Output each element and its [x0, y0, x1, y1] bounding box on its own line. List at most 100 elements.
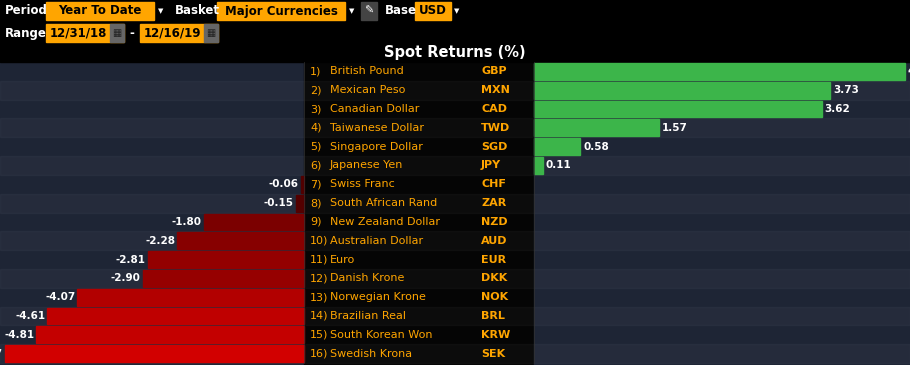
- Text: Swedish Krona: Swedish Krona: [330, 349, 412, 358]
- Text: ▦: ▦: [207, 28, 216, 38]
- Bar: [534, 82, 830, 99]
- Bar: [5, 345, 304, 362]
- Text: -4.61: -4.61: [15, 311, 46, 321]
- Text: 15): 15): [310, 330, 329, 340]
- Text: 11): 11): [310, 254, 329, 265]
- Text: 10): 10): [310, 236, 329, 246]
- Text: Euro: Euro: [330, 254, 355, 265]
- Text: KRW: KRW: [481, 330, 511, 340]
- Text: 1.57: 1.57: [662, 123, 688, 133]
- Bar: [361, 2, 377, 20]
- Text: Mexican Peso: Mexican Peso: [330, 85, 405, 95]
- Text: 7): 7): [310, 179, 321, 189]
- Text: Norwegian Krone: Norwegian Krone: [330, 292, 426, 302]
- Bar: [0, 118, 910, 137]
- Bar: [0, 231, 910, 250]
- Text: -2.81: -2.81: [116, 254, 146, 265]
- Text: GBP: GBP: [481, 66, 507, 76]
- Text: New Zealand Dollar: New Zealand Dollar: [330, 217, 440, 227]
- Bar: [0, 269, 910, 288]
- Bar: [0, 194, 910, 212]
- Text: 0.58: 0.58: [583, 142, 609, 151]
- Bar: [0, 344, 910, 363]
- Text: Year To Date: Year To Date: [58, 4, 142, 18]
- Text: ✎: ✎: [364, 6, 374, 16]
- Bar: [534, 101, 822, 118]
- Bar: [0, 81, 910, 100]
- Bar: [0, 0, 910, 22]
- Text: SGD: SGD: [481, 142, 508, 151]
- Bar: [204, 24, 218, 42]
- Text: 4.67: 4.67: [908, 66, 910, 76]
- Bar: [46, 2, 154, 20]
- Text: Taiwanese Dollar: Taiwanese Dollar: [330, 123, 424, 133]
- Text: CAD: CAD: [481, 104, 507, 114]
- Text: Basket: Basket: [175, 4, 220, 18]
- Text: 9): 9): [310, 217, 321, 227]
- Bar: [0, 44, 910, 62]
- Text: TWD: TWD: [481, 123, 511, 133]
- Text: Base: Base: [385, 4, 417, 18]
- Text: ▼: ▼: [349, 8, 354, 14]
- Bar: [0, 307, 910, 325]
- Text: 6): 6): [310, 161, 321, 170]
- Text: 16): 16): [310, 349, 329, 358]
- Bar: [300, 176, 304, 193]
- Bar: [217, 2, 345, 20]
- Text: -1.80: -1.80: [172, 217, 202, 227]
- Bar: [534, 62, 910, 365]
- Bar: [47, 308, 304, 324]
- Text: Major Currencies: Major Currencies: [225, 4, 338, 18]
- Bar: [110, 24, 124, 42]
- Text: 13): 13): [310, 292, 329, 302]
- Text: -0.06: -0.06: [268, 179, 298, 189]
- Bar: [0, 156, 910, 175]
- Text: Range: Range: [5, 27, 47, 39]
- Text: 12/16/19: 12/16/19: [144, 27, 201, 39]
- Text: ▦: ▦: [112, 28, 122, 38]
- Text: South Korean Won: South Korean Won: [330, 330, 432, 340]
- Text: 4): 4): [310, 123, 321, 133]
- Bar: [415, 2, 451, 20]
- Text: ▼: ▼: [158, 8, 164, 14]
- Bar: [534, 63, 905, 80]
- Bar: [36, 326, 304, 343]
- Text: USD: USD: [420, 4, 447, 18]
- Bar: [46, 24, 124, 42]
- Text: 1): 1): [310, 66, 321, 76]
- Bar: [0, 22, 910, 44]
- Bar: [534, 157, 542, 174]
- Text: BRL: BRL: [481, 311, 505, 321]
- Bar: [534, 119, 659, 136]
- Text: MXN: MXN: [481, 85, 510, 95]
- Text: AUD: AUD: [481, 236, 508, 246]
- Text: Australian Dollar: Australian Dollar: [330, 236, 423, 246]
- Text: Japanese Yen: Japanese Yen: [330, 161, 403, 170]
- Text: 3): 3): [310, 104, 321, 114]
- Text: 12/31/18: 12/31/18: [50, 27, 107, 39]
- Text: Danish Krone: Danish Krone: [330, 273, 404, 283]
- Bar: [204, 214, 304, 230]
- Bar: [143, 270, 304, 287]
- Text: ZAR: ZAR: [481, 198, 506, 208]
- Text: 12): 12): [310, 273, 329, 283]
- Text: 3.62: 3.62: [824, 104, 850, 114]
- Text: 2): 2): [310, 85, 321, 95]
- Bar: [296, 195, 304, 211]
- Text: Swiss Franc: Swiss Franc: [330, 179, 395, 189]
- Text: ▼: ▼: [454, 8, 460, 14]
- Text: -0.15: -0.15: [264, 198, 294, 208]
- Bar: [0, 62, 304, 365]
- Text: 8): 8): [310, 198, 321, 208]
- Text: -4.07: -4.07: [46, 292, 76, 302]
- Text: Spot Returns (%): Spot Returns (%): [384, 46, 526, 61]
- Text: Brazilian Real: Brazilian Real: [330, 311, 406, 321]
- Text: Singapore Dollar: Singapore Dollar: [330, 142, 423, 151]
- Text: 5): 5): [310, 142, 321, 151]
- Text: 0.11: 0.11: [546, 161, 571, 170]
- Text: EUR: EUR: [481, 254, 506, 265]
- Bar: [177, 232, 304, 249]
- Text: CHF: CHF: [481, 179, 506, 189]
- Text: 14): 14): [310, 311, 329, 321]
- Text: -5.37: -5.37: [0, 349, 3, 358]
